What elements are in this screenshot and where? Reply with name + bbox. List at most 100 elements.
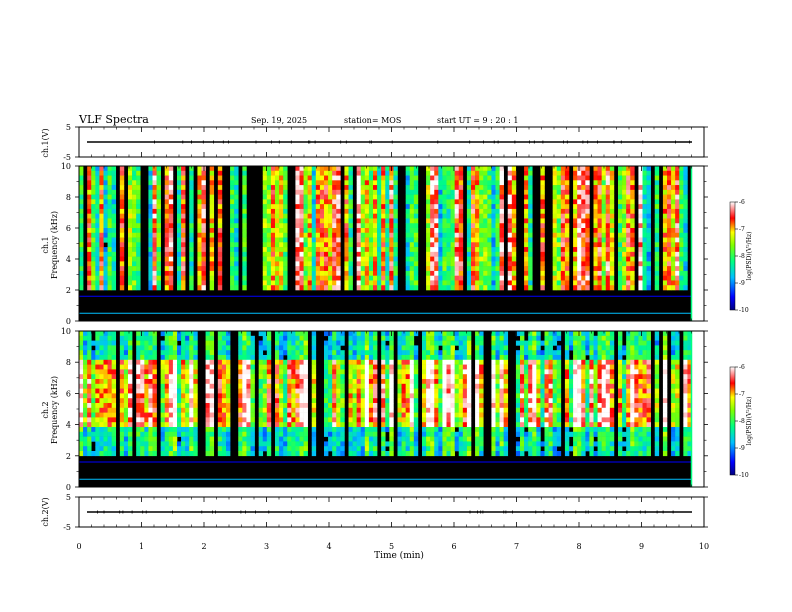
spectrogram-cell [132,204,137,210]
spectrogram-cell [160,350,166,356]
spectrogram-cell [401,355,406,361]
spectrogram-cell [185,350,190,356]
spectrogram-cell [148,261,153,267]
spectrogram-cell [164,175,170,181]
spectrogram-cell [181,266,186,272]
spectrogram-cell [654,270,660,276]
spectrogram-cell [324,441,329,447]
spectrogram-cell [144,379,149,385]
spectrogram-cell [238,417,243,423]
spectrogram-cell [618,280,623,286]
spectrogram-cell [275,170,280,176]
spectrogram-cell [181,393,186,399]
spectrogram-cell [87,199,92,205]
spectrogram-cell [679,194,684,200]
spectrogram-cell [217,383,223,389]
spectrogram-cell [381,431,386,437]
spectrogram-cell [205,417,210,423]
spectrogram-cell [638,185,643,191]
spectrogram-cell [393,285,398,291]
spectrogram-cell [152,266,157,272]
spectrogram-cell [524,199,529,205]
spectrogram-cell [152,374,157,380]
spectrogram-cell [377,232,382,238]
spectrogram-cell [234,256,239,262]
spectrogram-cell [446,213,451,219]
spectrogram-cell [597,204,602,210]
spectrogram-cell [360,170,366,176]
spectrogram-cell [107,451,112,457]
spectrogram-cell [279,340,284,346]
spectrogram-cell [667,266,672,272]
spectrogram-cell [148,170,153,176]
spectrogram-cell [495,194,500,200]
spectrogram-cell [446,251,451,257]
spectrogram-cell [168,285,174,291]
spectrogram-cell [197,223,202,229]
spectrogram-cell [328,340,333,346]
spectrogram-cell [352,407,357,413]
spectrogram-cell [430,228,435,234]
spectrogram-cell [295,422,300,428]
spectrogram-cell [95,242,100,248]
spectrogram-cell [164,266,170,272]
spectrogram-cell [250,422,255,428]
spectrogram-cell [234,218,239,224]
spectrogram-cell [266,237,272,243]
spectrogram-cell [172,436,178,442]
spectrogram-cell [422,398,427,404]
spectrogram-cell [405,270,411,276]
spectrogram-cell [279,218,284,224]
spectrogram-cell [442,350,447,356]
spectrogram-cell [168,431,174,437]
spectrogram-cell [340,398,345,404]
spectrogram-cell [307,175,313,181]
spectrogram-cell [111,237,117,243]
spectrogram-cell [328,369,333,375]
spectrogram-cell [79,359,84,365]
spectrogram-cell [364,189,370,195]
spectrogram-cell [189,242,194,248]
spectrogram-cell [385,170,390,176]
spectrogram-cell [328,427,333,433]
spectrogram-cell [401,388,406,394]
spectrogram-cell [336,194,341,200]
spectrogram-cell [303,237,308,243]
spectrogram-cell [201,199,206,205]
spectrogram-cell [377,261,382,267]
spectrogram-cell [107,256,112,262]
spectrogram-cell [234,175,239,181]
spectrogram-cell [258,364,264,370]
spectrogram-cell [422,331,427,337]
spectrogram-cell [524,228,529,234]
spectrogram-cell [426,374,431,380]
spectrogram-cell [397,340,402,346]
spectrogram-cell [91,422,96,428]
spectrogram-cell [221,436,227,442]
spectrogram-cell [258,388,264,394]
spectrogram-cell [458,199,464,205]
spectrogram-cell [593,170,598,176]
spectrogram-cell [654,232,660,238]
spectrogram-cell [230,185,235,191]
spectrogram-cell [79,194,84,200]
spectrogram-cell [242,170,247,176]
spectrogram-cell [454,204,460,210]
spectrogram-cell [107,237,112,243]
spectrogram-cell [307,185,313,191]
spectrogram-cell [364,427,370,433]
spectrogram-cell [234,228,239,234]
spectrogram-cell [434,247,439,253]
spectrogram-cell [336,280,341,286]
spectrogram-cell [352,331,357,337]
spectrogram-cell [279,228,284,234]
spectrogram-cell [430,213,435,219]
spectrogram-cell [646,285,651,291]
spectrogram-cell [385,355,390,361]
spectrogram-cell [132,251,137,257]
spectrogram-cell [242,388,247,394]
spectrogram-cell [381,242,386,248]
spectrogram-cell [381,213,386,219]
spectrogram-cell [226,427,231,433]
spectrogram-cell [103,417,108,423]
